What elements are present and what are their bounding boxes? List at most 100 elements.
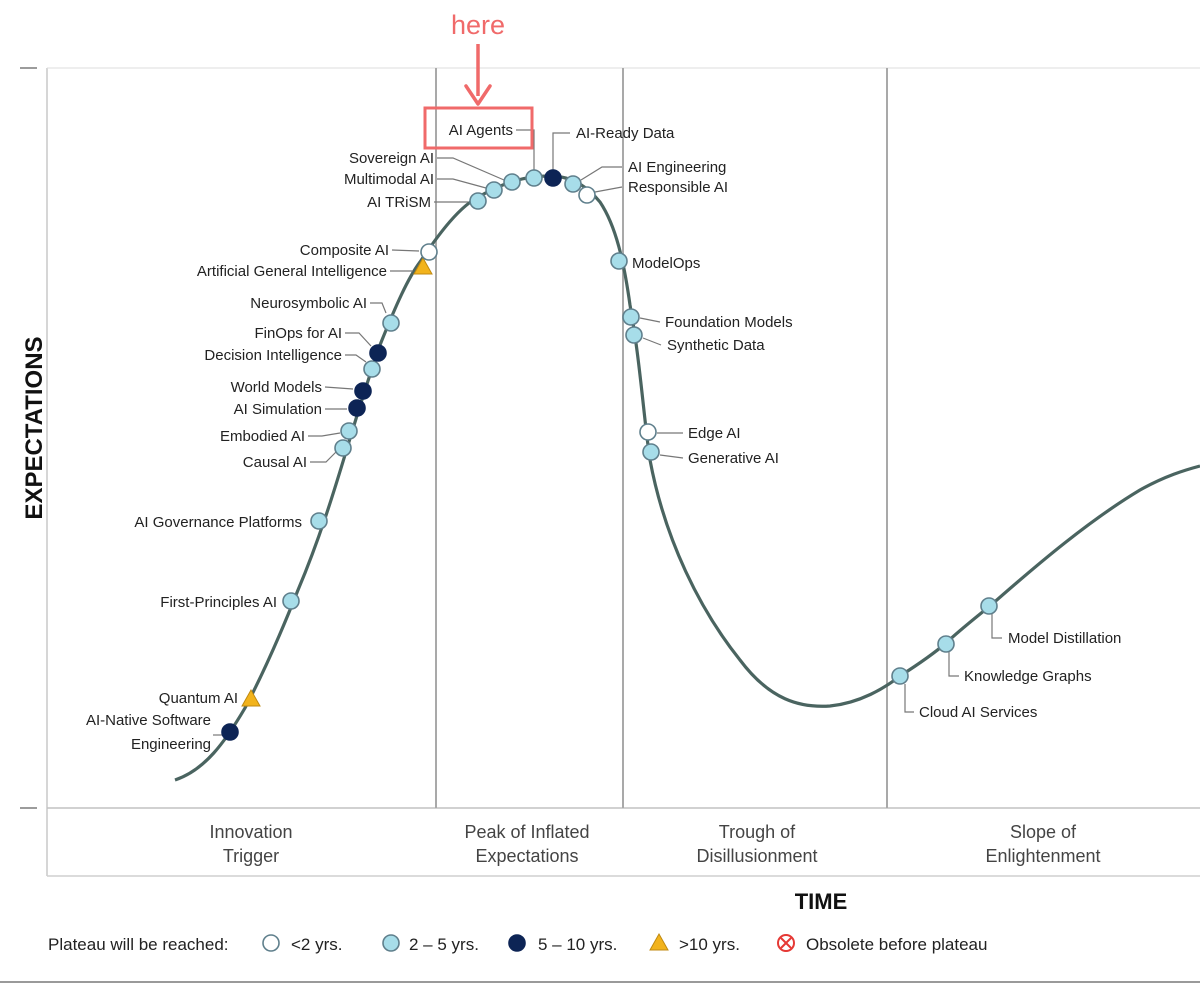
leader-neurosymbolic-ai	[370, 302, 387, 314]
leader-multimodal-ai	[437, 178, 487, 189]
label-ai-simulation: AI Simulation	[234, 401, 322, 418]
label-composite-ai: Composite AI	[300, 242, 389, 259]
leader-world-models	[324, 386, 354, 390]
label-responsible-ai: Responsible AI	[628, 179, 728, 196]
legend-item-label: 2 – 5 yrs.	[409, 935, 479, 954]
marker-causal-ai	[334, 439, 352, 457]
legend-navy-circle-icon	[508, 934, 526, 952]
label-ai-native-software-engineering-line1: AI-Native Software	[86, 712, 211, 729]
marker-composite-ai	[420, 243, 438, 261]
leader-ai-agents	[516, 129, 535, 170]
marker-multimodal-ai	[485, 181, 503, 199]
leader-ai-ready-data	[552, 132, 570, 170]
legend-obsolete-icon	[777, 934, 795, 952]
technology-labels: AI-Native Software Engineering Quantum AI F…	[86, 122, 1121, 753]
leader-foundation-models	[639, 317, 661, 323]
phase-label-peak-line1: Peak of Inflated	[464, 822, 589, 842]
label-synthetic-data: Synthetic Data	[667, 337, 765, 354]
phase-label-innovation-line1: Innovation	[209, 822, 292, 842]
marker-cloud-ai-services	[891, 667, 909, 685]
label-artificial-general-intelligence: Artificial General Intelligence	[197, 263, 387, 280]
leader-causal-ai	[310, 451, 337, 463]
label-ai-trism: AI TRiSM	[367, 194, 431, 211]
annotation-box	[423, 106, 534, 150]
label-quantum-ai: Quantum AI	[159, 690, 238, 707]
label-causal-ai: Causal AI	[243, 454, 307, 471]
marker-foundation-models	[622, 308, 640, 326]
phase-label-trough-line1: Trough of	[719, 822, 796, 842]
marker-modelops	[610, 252, 628, 270]
marker-quantum-ai	[241, 688, 261, 707]
marker-ai-ready-data	[544, 169, 562, 187]
label-knowledge-graphs: Knowledge Graphs	[964, 668, 1092, 685]
label-finops-for-ai: FinOps for AI	[254, 325, 342, 342]
marker-model-distillation	[980, 597, 998, 615]
legend-cyan-circle-icon	[382, 934, 400, 952]
leader-finops-for-ai	[345, 332, 372, 347]
label-generative-ai: Generative AI	[688, 450, 779, 467]
marker-ai-agents	[525, 169, 543, 187]
label-ai-engineering: AI Engineering	[628, 159, 726, 176]
label-ai-ready-data: AI-Ready Data	[576, 125, 675, 142]
label-first-principles-ai: First-Principles AI	[160, 594, 277, 611]
legend-item-label: >10 yrs.	[679, 935, 740, 954]
y-axis-label: EXPECTATIONS	[21, 336, 48, 519]
leader-responsible-ai	[594, 186, 623, 193]
annotation: here	[423, 10, 534, 150]
phase-label-slope-line1: Slope of	[1010, 822, 1077, 842]
marker-neurosymbolic-ai	[382, 314, 400, 332]
phase-label-slope-line2: Enlightenment	[985, 846, 1100, 866]
marker-ai-native-software-engineering	[221, 723, 239, 741]
legend-title: Plateau will be reached:	[48, 935, 229, 954]
marker-responsible-ai	[578, 186, 596, 204]
marker-ai-trism	[469, 192, 487, 210]
label-multimodal-ai: Multimodal AI	[344, 171, 434, 188]
label-embodied-ai: Embodied AI	[220, 428, 305, 445]
leader-decision-intelligence	[345, 354, 367, 363]
legend-item-label: <2 yrs.	[291, 935, 343, 954]
leader-embodied-ai	[308, 432, 341, 437]
marker-first-principles-ai	[282, 592, 300, 610]
phase-label-trough-line2: Disillusionment	[696, 846, 817, 866]
annotation-arrow-head	[464, 84, 492, 106]
label-world-models: World Models	[231, 379, 322, 396]
marker-generative-ai	[642, 443, 660, 461]
label-ai-agents: AI Agents	[449, 122, 513, 139]
leader-model-distillation	[991, 614, 1002, 639]
legend-white-circle-icon	[262, 934, 280, 952]
leader-ai-engineering	[580, 166, 622, 181]
marker-decision-intelligence	[363, 360, 381, 378]
marker-embodied-ai	[340, 422, 358, 440]
label-neurosymbolic-ai: Neurosymbolic AI	[250, 295, 367, 312]
legend-item-label: Obsolete before plateau	[806, 935, 987, 954]
label-sovereign-ai: Sovereign AI	[349, 150, 434, 167]
label-edge-ai: Edge AI	[688, 425, 741, 442]
marker-artificial-general-intelligence	[413, 256, 433, 275]
leader-knowledge-graphs	[948, 652, 959, 677]
x-axis-label: TIME	[795, 889, 848, 914]
phase-label-peak-line2: Expectations	[475, 846, 578, 866]
label-ai-native-software-engineering-line2: Engineering	[131, 736, 211, 753]
leader-composite-ai	[391, 249, 420, 252]
label-modelops: ModelOps	[632, 255, 700, 272]
marker-finops-for-ai	[369, 344, 387, 362]
marker-sovereign-ai	[503, 173, 521, 191]
leader-cloud-ai-services	[904, 684, 914, 713]
label-decision-intelligence: Decision Intelligence	[204, 347, 342, 364]
marker-edge-ai	[639, 423, 657, 441]
label-foundation-models: Foundation Models	[665, 314, 793, 331]
technology-markers	[221, 169, 998, 741]
label-model-distillation: Model Distillation	[1008, 630, 1121, 647]
phase-label-innovation-line2: Trigger	[223, 846, 279, 866]
annotation-label: here	[451, 10, 505, 40]
marker-knowledge-graphs	[937, 635, 955, 653]
label-cloud-ai-services: Cloud AI Services	[919, 704, 1037, 721]
leader-synthetic-data	[642, 337, 662, 346]
label-ai-governance-platforms: AI Governance Platforms	[134, 514, 302, 531]
leader-sovereign-ai	[437, 157, 505, 181]
phase-labels: Innovation Trigger Peak of Inflated Expe…	[209, 822, 1100, 866]
marker-world-models	[354, 382, 372, 400]
legend-item-label: 5 – 10 yrs.	[538, 935, 617, 954]
legend: Plateau will be reached: <2 yrs. 2 – 5 y…	[48, 932, 987, 954]
